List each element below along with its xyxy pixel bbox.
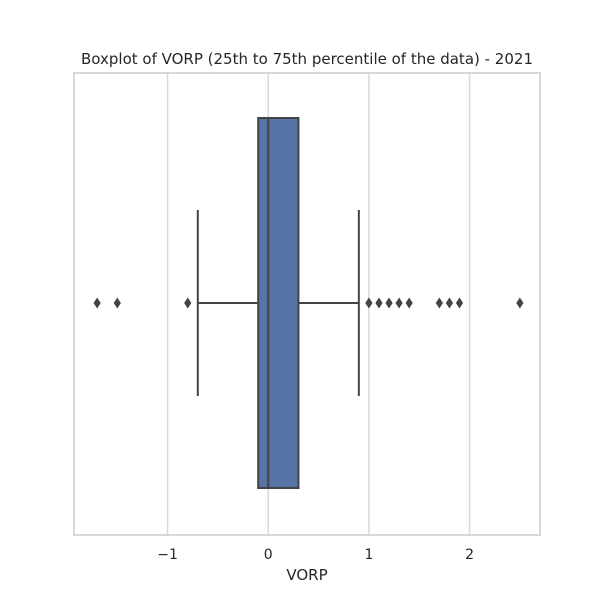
outlier-point-10	[455, 297, 464, 309]
outlier-point-2	[184, 297, 192, 309]
outliers	[93, 297, 524, 309]
x-tick-label: 0	[264, 547, 273, 563]
x-axis-label: VORP	[286, 566, 327, 584]
x-axis-ticks: −1 0 1 2	[157, 547, 474, 563]
outlier-point-7	[405, 297, 413, 309]
outlier-point-0	[93, 297, 101, 309]
x-tick-label: 2	[465, 547, 474, 563]
x-tick-label: −1	[157, 547, 178, 563]
x-tick-label: 1	[364, 547, 373, 563]
plot-frame	[73, 72, 541, 536]
outlier-point-5	[385, 297, 393, 309]
outlier-point-6	[395, 297, 403, 309]
outlier-point-9	[445, 297, 454, 309]
outlier-point-3	[365, 297, 373, 309]
outlier-point-1	[113, 297, 121, 309]
outlier-point-11	[516, 297, 524, 309]
chart-title: Boxplot of VORP (25th to 75th percentile…	[81, 50, 533, 68]
outlier-point-4	[375, 297, 383, 309]
outlier-point-8	[435, 297, 443, 309]
iqr-box	[257, 117, 300, 489]
box-plot	[196, 117, 360, 489]
